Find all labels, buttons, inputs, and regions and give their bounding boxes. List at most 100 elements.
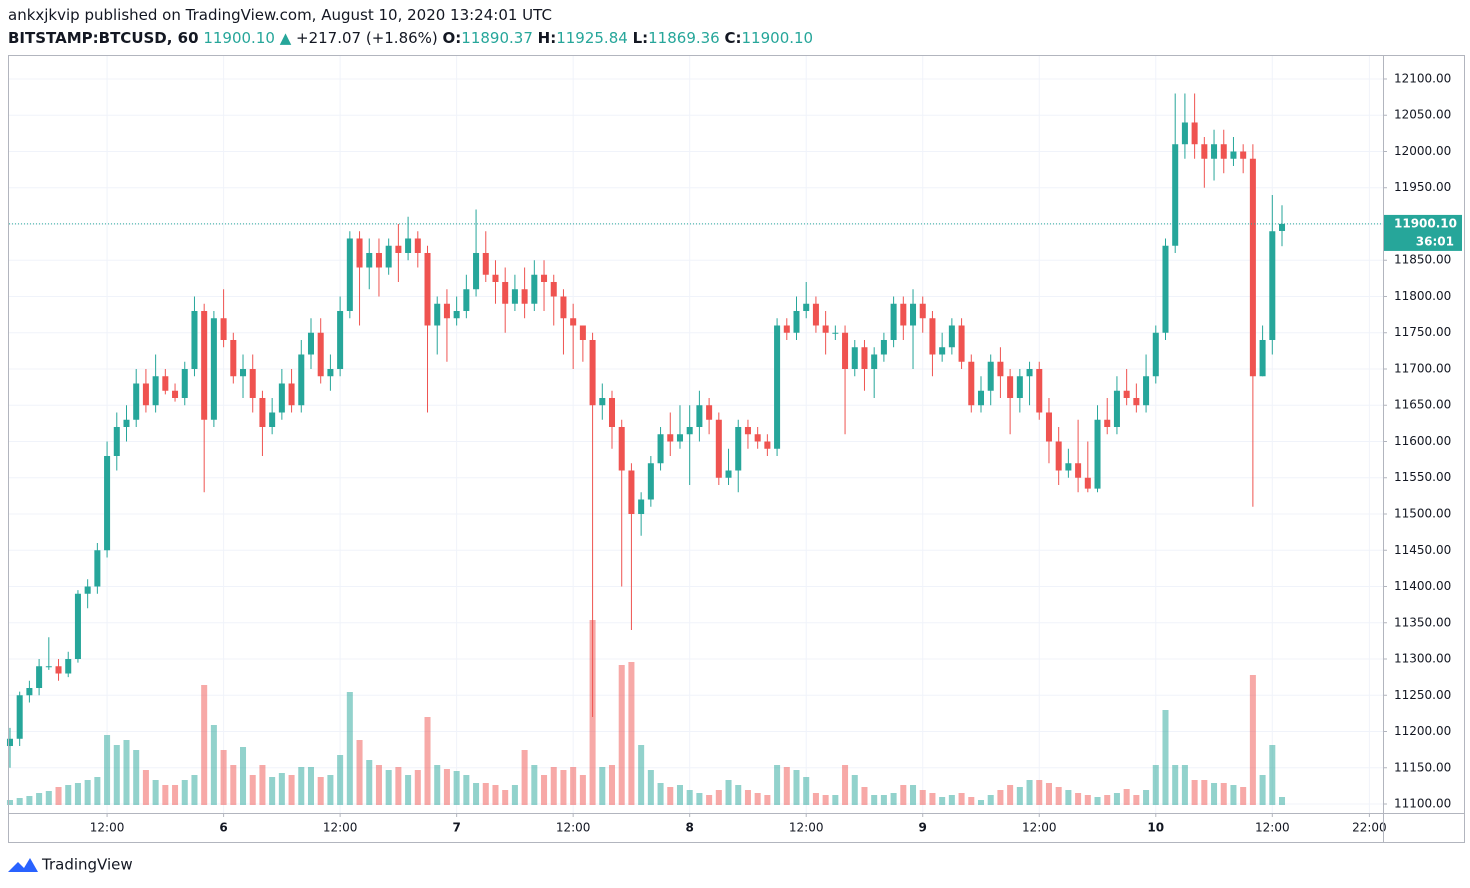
candle-body: [1007, 376, 1014, 398]
volume-bar: [880, 795, 887, 805]
volume-bar: [259, 765, 266, 805]
volume-bar: [288, 775, 295, 805]
low-value: 11869.36: [648, 29, 720, 47]
volume-bar: [715, 790, 722, 805]
volume-bar: [65, 785, 72, 805]
volume-bar: [385, 770, 392, 805]
candle-body: [861, 347, 868, 369]
volume-bar: [1123, 789, 1130, 805]
volume-bar: [764, 795, 771, 805]
y-tick-label: 11150.00: [1394, 760, 1451, 774]
candle-body: [531, 274, 538, 304]
frame: [8, 55, 1465, 843]
candle-body: [181, 368, 188, 398]
volume-bar: [1075, 793, 1082, 805]
candle-body: [482, 252, 489, 275]
candle-body: [1201, 144, 1208, 159]
candle-body: [385, 245, 392, 268]
candle-body: [803, 303, 810, 311]
candle-body: [910, 303, 917, 326]
candle-body: [977, 390, 985, 406]
volume-bar: [851, 775, 858, 805]
volume-bar: [133, 750, 140, 805]
x-tick-label: 12:00: [323, 821, 358, 835]
volume-bar: [307, 767, 314, 805]
volume-bar: [667, 787, 674, 805]
y-tick-label: 11850.00: [1394, 253, 1451, 267]
volume-bar: [608, 765, 616, 805]
candle-body: [657, 434, 664, 464]
candle-body: [822, 325, 829, 333]
candle-body: [696, 405, 703, 427]
volume-bar: [181, 780, 188, 805]
volume-bar: [774, 765, 781, 805]
volume-bar: [1172, 765, 1179, 805]
candle-body: [929, 318, 936, 355]
volume-bar: [424, 717, 431, 805]
y-tick-label: 11200.00: [1394, 724, 1451, 738]
volume-bar: [1143, 790, 1150, 805]
candle-body: [599, 397, 606, 406]
volume-bar: [618, 665, 625, 805]
candle-body: [249, 368, 256, 398]
candle-body: [94, 550, 101, 587]
y-tick-label: 11400.00: [1394, 579, 1451, 593]
volume-bar: [298, 767, 305, 805]
volume-bar: [502, 790, 509, 805]
volume-bar: [1259, 775, 1266, 805]
volume-bar: [793, 770, 800, 805]
candle-body: [298, 354, 305, 406]
publisher: ankxjkvip published on TradingView.com, …: [8, 6, 552, 24]
candle-body: [628, 470, 635, 514]
candle-body: [997, 361, 1004, 377]
volume-bar: [647, 770, 654, 805]
x-tick-label: 12:00: [789, 821, 824, 835]
y-tick-label: 11750.00: [1394, 325, 1451, 339]
volume-bar: [919, 790, 926, 805]
volume-bar: [1162, 710, 1169, 805]
close-value: 11900.10: [741, 29, 814, 47]
up-arrow: ▲: [279, 29, 292, 47]
volume-bar: [1181, 765, 1188, 805]
candle-body: [1016, 376, 1023, 398]
candle-body: [676, 434, 683, 442]
candle-body: [735, 426, 742, 471]
volume-bar: [579, 775, 586, 805]
candle-body: [987, 361, 994, 391]
candle-body: [327, 368, 334, 377]
candle-body: [16, 695, 23, 739]
volume-bar: [278, 773, 285, 805]
volume-bar: [560, 770, 567, 805]
candle-body: [890, 303, 897, 340]
y-tick-label: 12050.00: [1394, 108, 1451, 122]
symbol[interactable]: BITSTAMP:BTCUSD, 60: [8, 29, 199, 47]
x-tick-label: 12:00: [556, 821, 591, 835]
candle-body: [880, 339, 887, 355]
volume-bar: [123, 740, 130, 805]
candle-body: [220, 318, 227, 340]
candle-body: [744, 426, 751, 435]
volume-bar: [803, 777, 810, 805]
candle-body: [210, 318, 217, 420]
candle-body: [1055, 441, 1062, 471]
candle-body: [1084, 477, 1091, 489]
candle-body: [492, 274, 499, 282]
candle-body: [919, 303, 926, 319]
high-value: 11925.84: [556, 29, 628, 47]
candle-body: [939, 347, 946, 355]
candle-body: [725, 470, 732, 478]
volume-bar: [142, 770, 149, 805]
candle-body: [463, 289, 470, 311]
volume-bar: [74, 783, 81, 805]
volume: [6, 620, 1286, 805]
volume-bar: [1055, 787, 1062, 805]
candle-body: [851, 347, 858, 369]
candle-body: [1123, 390, 1130, 398]
volume-bar: [1240, 787, 1247, 805]
candle-body: [560, 296, 567, 319]
candle-body: [521, 289, 528, 304]
y-tick-label: 11800.00: [1394, 289, 1451, 303]
volume-bar: [191, 775, 198, 805]
logo[interactable]: TradingView: [8, 856, 133, 874]
